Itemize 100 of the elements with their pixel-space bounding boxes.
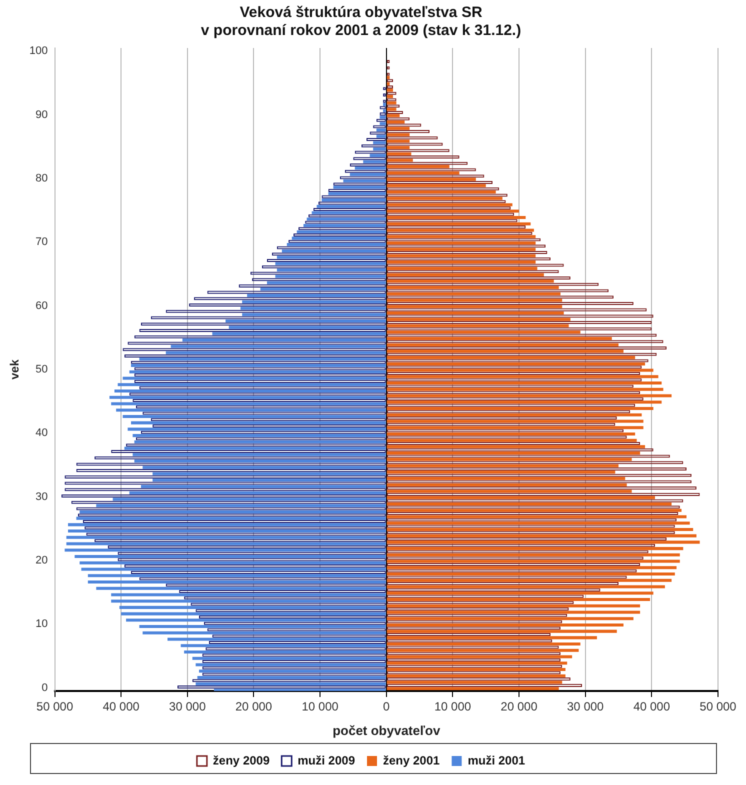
bar xyxy=(276,256,386,259)
bar xyxy=(152,472,386,476)
bar xyxy=(386,343,619,346)
bar xyxy=(386,458,632,461)
bar xyxy=(386,108,396,111)
bar xyxy=(129,370,386,374)
bar xyxy=(119,606,386,609)
y-tick-label: 80 xyxy=(36,172,48,185)
bar xyxy=(386,636,597,640)
bar xyxy=(386,248,536,251)
bar xyxy=(354,166,386,170)
y-tick-label: 10 xyxy=(36,618,48,630)
bar xyxy=(386,178,476,181)
bar xyxy=(386,400,662,404)
x-tick-label: 20 000 xyxy=(235,700,272,714)
bar xyxy=(68,530,386,533)
bar xyxy=(386,566,677,570)
bar xyxy=(386,553,680,556)
bar xyxy=(66,536,386,539)
bar xyxy=(111,593,386,596)
bar xyxy=(214,688,386,691)
legend-label: muži 2001 xyxy=(468,753,526,768)
bar xyxy=(192,656,386,660)
bar xyxy=(226,319,386,322)
bar xyxy=(328,192,386,196)
bar xyxy=(131,421,386,424)
bar xyxy=(109,396,386,399)
bar xyxy=(386,668,566,672)
bar xyxy=(386,216,526,220)
y-tick-label: 0 xyxy=(42,682,48,694)
y-tick-label: 40 xyxy=(36,427,48,440)
legend-label: ženy 2009 xyxy=(212,753,270,768)
bar xyxy=(124,446,386,450)
bar xyxy=(81,568,386,571)
bar xyxy=(112,498,386,501)
bar xyxy=(386,210,520,213)
bar xyxy=(132,453,386,456)
bar xyxy=(386,133,410,136)
bar xyxy=(386,528,694,531)
bar xyxy=(386,572,675,576)
bar xyxy=(306,218,386,221)
bar xyxy=(386,266,538,270)
bar xyxy=(282,249,386,252)
bar xyxy=(275,262,386,266)
bar xyxy=(386,413,642,416)
bar xyxy=(386,630,617,633)
y-tick-label: 50 xyxy=(36,364,48,376)
bar xyxy=(122,414,386,418)
bar xyxy=(386,318,570,321)
bar xyxy=(386,394,672,398)
bar xyxy=(386,662,568,665)
bar xyxy=(139,625,386,628)
bar xyxy=(386,101,396,104)
legend-label: ženy 2001 xyxy=(383,753,440,768)
bar xyxy=(88,574,386,578)
bar xyxy=(376,128,386,132)
bar xyxy=(386,578,672,582)
chart-title: Veková štruktúra obyvateľstva SR v porovnaní rokov 2001 a 2009 (stav k 31.12.) xyxy=(200,4,522,40)
bar xyxy=(240,306,386,310)
bar xyxy=(386,140,410,143)
bar xyxy=(380,116,386,119)
bar xyxy=(296,230,386,234)
bar xyxy=(386,362,646,366)
bar xyxy=(121,612,386,616)
bar xyxy=(370,154,386,157)
bar xyxy=(196,663,386,666)
bar xyxy=(292,236,386,240)
bar xyxy=(386,368,654,372)
bar xyxy=(386,165,450,168)
bar xyxy=(266,281,386,284)
bar xyxy=(386,382,662,385)
x-tick-label: 0 xyxy=(383,700,390,714)
bar xyxy=(386,152,412,156)
bar xyxy=(386,508,682,512)
x-tick-label: 50 000 xyxy=(700,700,737,714)
bar xyxy=(386,547,684,550)
bar xyxy=(386,610,640,614)
bar xyxy=(180,644,386,648)
bar xyxy=(131,364,386,368)
bar xyxy=(132,434,386,438)
bar xyxy=(114,389,386,392)
bar xyxy=(386,522,690,525)
bar xyxy=(386,617,634,620)
y-axis-title: vek xyxy=(8,359,22,380)
bar xyxy=(197,676,386,679)
bar xyxy=(386,502,672,506)
bar xyxy=(80,561,386,564)
bar xyxy=(386,254,536,258)
bar xyxy=(386,126,410,130)
bar xyxy=(383,102,386,106)
bar xyxy=(380,122,386,126)
bar xyxy=(316,204,386,208)
bar xyxy=(386,273,544,276)
bar xyxy=(126,618,386,622)
bar xyxy=(386,534,696,538)
legend-label: muži 2009 xyxy=(298,753,356,768)
bar xyxy=(383,109,386,112)
bar xyxy=(386,648,579,652)
bar xyxy=(333,186,386,189)
bar xyxy=(170,344,386,348)
